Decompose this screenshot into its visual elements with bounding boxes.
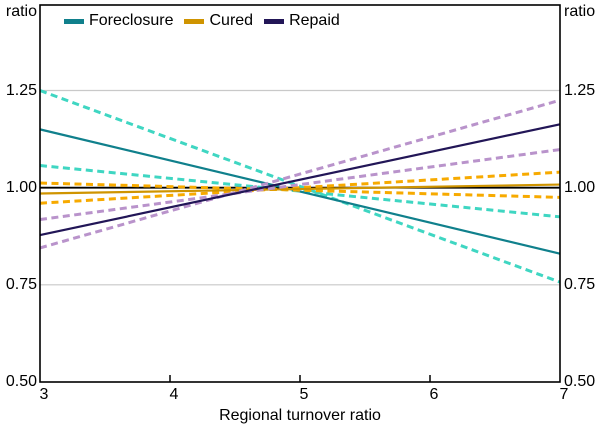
ci-line-cured	[39, 181, 561, 199]
ci-line-cured	[39, 170, 561, 205]
series-line-foreclosure	[39, 128, 561, 255]
legend: Foreclosure Cured Repaid	[64, 12, 340, 30]
y-tick-label-left: 1.25	[5, 81, 37, 99]
x-tick-label: 5	[299, 386, 309, 403]
legend-item-repaid: Repaid	[264, 12, 340, 30]
x-axis-title: Regional turnover ratio	[219, 407, 381, 424]
x-tick-label: 3	[39, 386, 49, 403]
legend-item-foreclosure: Foreclosure	[64, 12, 173, 30]
legend-item-cured: Cured	[184, 12, 253, 30]
y-tick-label-left: 1.00	[5, 178, 37, 196]
ci-line-repaid	[39, 148, 561, 222]
ci-line-foreclosure	[39, 164, 561, 219]
legend-swatch-icon	[184, 18, 205, 24]
y-tick-label-right: 0.50	[564, 373, 596, 390]
ci-line-foreclosure	[39, 89, 561, 284]
legend-label: Foreclosure	[89, 12, 174, 29]
y-tick-label-right: 1.00	[564, 178, 596, 196]
legend-swatch-icon	[264, 18, 285, 24]
ci-line-repaid	[39, 98, 561, 250]
x-tick-label: 7	[559, 386, 569, 403]
y-unit-label-right: ratio	[564, 3, 596, 20]
plot-frame	[39, 4, 561, 383]
series-line-cured	[39, 183, 561, 195]
y-tick-label-left: 0.50	[5, 373, 37, 390]
x-tick-label: 6	[429, 386, 439, 403]
legend-label: Repaid	[289, 12, 340, 29]
legend-label: Cured	[209, 12, 254, 29]
legend-swatch-icon	[64, 18, 84, 24]
y-tick-label-right: 0.75	[564, 275, 596, 293]
y-unit-label-left: ratio	[5, 3, 37, 20]
x-tick-label: 4	[169, 386, 179, 403]
y-tick-label-left: 0.75	[5, 275, 37, 293]
y-tick-label-right: 1.25	[564, 81, 596, 99]
series-line-repaid	[39, 123, 561, 237]
